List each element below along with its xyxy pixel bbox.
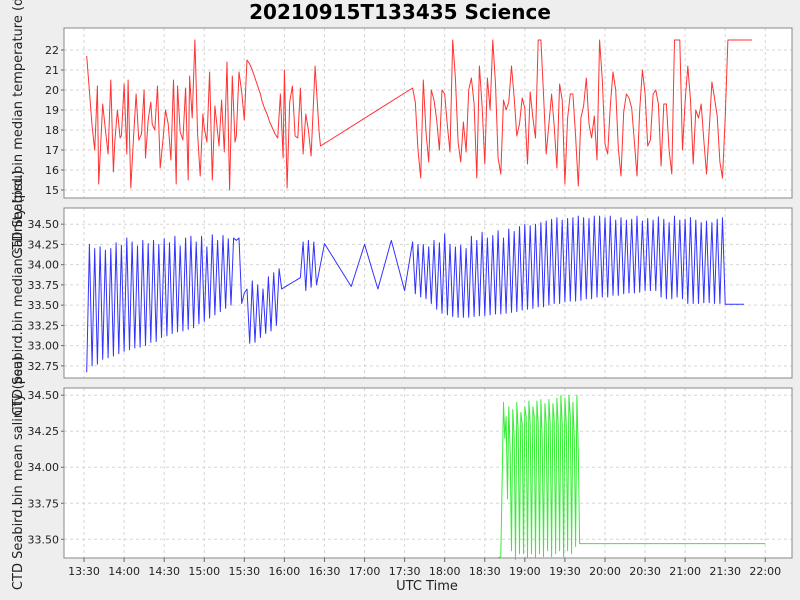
x-tick-label: 20:00 [589, 565, 621, 578]
plot-area [64, 28, 792, 198]
x-tick-label: 19:30 [549, 565, 581, 578]
plot-frame [63, 387, 793, 559]
x-tick-label: 16:30 [309, 565, 341, 578]
y-tick-label: 34.50 [28, 218, 60, 231]
y-axis-label-3: CTD Seabird.bin mean salinity (psu) [11, 356, 26, 590]
panel-1: 15 16 17 18 19 20 21 22 CTD Seabird.bin median t… [11, 0, 793, 259]
y-axis-label-2: CTD Seabird.bin median salinity (psu) [11, 170, 26, 416]
y-tick-label: 33.75 [28, 497, 60, 510]
x-tick-label: 17:00 [349, 565, 381, 578]
y-tick-label: 33.00 [28, 340, 60, 353]
plot-area [64, 208, 792, 378]
x-axis-label: UTC Time [396, 579, 458, 594]
panel-2: 32.75 33.00 33.25 33.50 33.75 34.00 34.25 34.50… [11, 170, 793, 416]
y-tick-label: 33.50 [28, 299, 60, 312]
x-tick-label: 18:30 [469, 565, 501, 578]
series-line-3 [497, 394, 766, 560]
plot-area [64, 388, 792, 558]
plot-frame [63, 207, 793, 379]
x-tick-label: 14:00 [108, 565, 140, 578]
x-tick-label: 15:00 [188, 565, 220, 578]
x-tick-label: 21:00 [669, 565, 701, 578]
x-tick-label: 21:30 [709, 565, 741, 578]
series-line-1 [86, 39, 752, 191]
y-tick-label: 22 [45, 44, 59, 57]
y-tick-label: 17 [45, 144, 59, 157]
y-tick-label: 34.25 [28, 425, 60, 438]
x-tick-label: 16:00 [269, 565, 301, 578]
chart-title: 20210915T133435 Science [249, 0, 551, 24]
y-tick-label: 34.25 [28, 238, 60, 251]
y-tick-label: 18 [45, 124, 59, 137]
plot-frame [63, 27, 793, 199]
y-tick-label: 20 [45, 84, 59, 97]
y-tick-label: 34.50 [28, 389, 60, 402]
y-tick-label: 32.75 [28, 360, 60, 373]
y-tick-label: 34.00 [28, 259, 60, 272]
y-tick-label: 33.75 [28, 279, 60, 292]
y-tick-label: 21 [45, 64, 59, 77]
x-tick-label: 17:30 [389, 565, 421, 578]
x-axis: 13:30 14:00 14:30 15:00 15:30 16:00 16:30 17:00… [68, 558, 781, 578]
x-tick-label: 19:00 [509, 565, 541, 578]
y-tick-label: 16 [45, 164, 59, 177]
y-tick-label: 33.50 [28, 533, 60, 546]
x-tick-label: 13:30 [68, 565, 100, 578]
x-tick-label: 20:30 [629, 565, 661, 578]
y-tick-label: 19 [45, 104, 59, 117]
grid-lines [64, 388, 792, 558]
y-axis-label-1: CTD Seabird.bin median temperature (degC… [11, 0, 26, 259]
y-tick-label: 15 [45, 184, 59, 197]
series-line-2 [86, 215, 744, 373]
x-tick-label: 22:00 [749, 565, 781, 578]
x-tick-label: 15:30 [228, 565, 260, 578]
x-tick-label: 18:00 [429, 565, 461, 578]
x-tick-label: 14:30 [148, 565, 180, 578]
y-tick-label: 33.25 [28, 319, 60, 332]
y-tick-label: 34.00 [28, 461, 60, 474]
